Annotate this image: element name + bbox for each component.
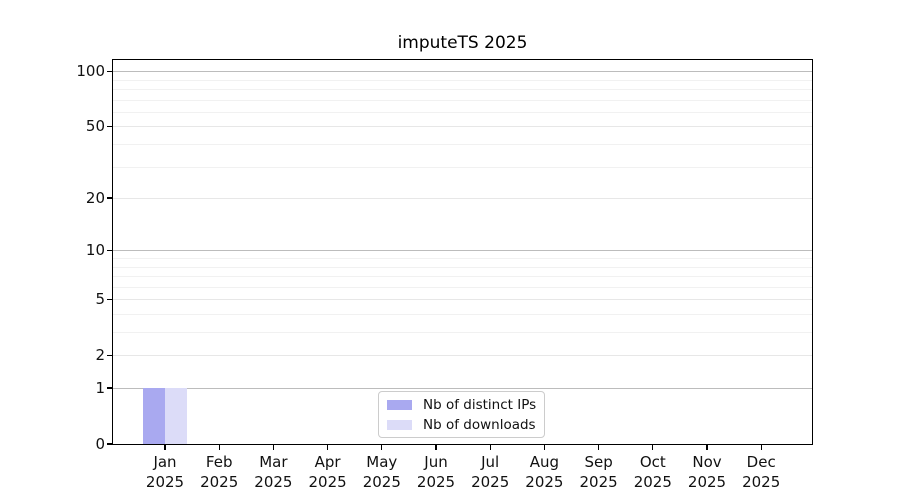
x-tick-label-jun: Jun 2025 xyxy=(404,452,468,492)
legend-item-downloads: Nb of downloads xyxy=(387,417,536,433)
x-tick-month: Aug xyxy=(529,453,560,471)
x-tick-label-jul: Jul 2025 xyxy=(458,452,522,492)
y-tick-label-1: 1 xyxy=(95,379,105,397)
x-tick-year: 2025 xyxy=(633,473,672,491)
gridline-1 xyxy=(113,388,812,389)
gridline-minor-3 xyxy=(113,332,812,333)
bar-downloads-jan xyxy=(165,388,187,444)
x-tick-jul xyxy=(489,444,491,450)
legend-swatch-downloads xyxy=(387,419,412,430)
x-tick-label-aug: Aug 2025 xyxy=(512,452,576,492)
x-tick-year: 2025 xyxy=(687,473,727,491)
y-tick-0 xyxy=(107,443,113,445)
x-tick-year: 2025 xyxy=(416,473,456,491)
x-tick-year: 2025 xyxy=(200,473,239,491)
x-tick-month: Jan xyxy=(153,453,177,471)
x-tick-month: Jun xyxy=(424,453,448,471)
x-tick-jan xyxy=(164,444,166,450)
y-tick-label-2: 2 xyxy=(95,346,105,365)
x-tick-label-may: May 2025 xyxy=(350,452,414,492)
x-tick-label-sep: Sep 2025 xyxy=(567,452,631,492)
gridline-minor-8 xyxy=(113,266,812,268)
y-tick-2 xyxy=(107,354,113,356)
legend-swatch-distinct-ips xyxy=(387,399,412,410)
x-tick-label-mar: Mar 2025 xyxy=(241,452,305,492)
gridline-minor-7 xyxy=(113,276,812,277)
y-tick-label-50: 50 xyxy=(85,117,105,136)
x-tick-month: May xyxy=(366,453,398,471)
x-tick-month: Oct xyxy=(639,453,666,471)
x-tick-year: 2025 xyxy=(362,473,401,491)
x-tick-label-jan: Jan 2025 xyxy=(133,452,197,492)
x-tick-label-feb: Feb 2025 xyxy=(187,452,251,492)
gridline-minor-4 xyxy=(113,314,812,315)
y-tick-5 xyxy=(107,298,113,300)
gridline-100 xyxy=(113,71,812,73)
x-tick-label-dec: Dec 2025 xyxy=(729,452,793,492)
y-tick-label-20: 20 xyxy=(85,189,105,208)
x-tick-year: 2025 xyxy=(254,473,293,491)
x-tick-oct xyxy=(652,444,654,450)
x-tick-label-nov: Nov 2025 xyxy=(675,452,739,492)
y-tick-10 xyxy=(107,249,113,251)
gridline-minor-6 xyxy=(113,286,812,288)
legend-label-downloads: Nb of downloads xyxy=(423,416,536,433)
gridline-minor-60 xyxy=(113,111,812,113)
gridline-minor-90 xyxy=(113,79,812,81)
x-tick-month: Jul xyxy=(481,453,500,471)
x-tick-year: 2025 xyxy=(525,473,564,491)
x-tick-feb xyxy=(218,444,220,450)
x-tick-label-oct: Oct 2025 xyxy=(621,452,685,492)
x-tick-nov xyxy=(706,444,708,450)
x-tick-month: Feb xyxy=(205,453,233,471)
x-tick-dec xyxy=(760,444,762,450)
x-tick-apr xyxy=(326,444,329,450)
x-tick-year: 2025 xyxy=(471,473,510,491)
bar-distinct-ips-jan xyxy=(143,388,165,444)
y-tick-label-10: 10 xyxy=(85,241,105,260)
x-tick-year: 2025 xyxy=(742,473,781,491)
gridline-minor-40 xyxy=(113,144,812,145)
y-tick-20 xyxy=(107,197,113,199)
y-tick-label-5: 5 xyxy=(95,290,105,309)
gridline-20 xyxy=(113,198,812,200)
x-tick-month: Apr xyxy=(314,453,341,471)
y-tick-label-0: 0 xyxy=(95,435,105,453)
gridline-minor-70 xyxy=(113,99,812,101)
x-tick-aug xyxy=(543,444,546,450)
x-tick-month: Nov xyxy=(692,453,722,471)
gridline-minor-9 xyxy=(113,258,812,259)
y-tick-label-100: 100 xyxy=(76,62,105,81)
x-tick-year: 2025 xyxy=(145,473,185,491)
gridline-10 xyxy=(113,250,812,252)
x-tick-jun xyxy=(435,444,437,450)
x-tick-label-apr: Apr 2025 xyxy=(296,452,360,492)
x-tick-month: Dec xyxy=(746,453,776,471)
x-tick-year: 2025 xyxy=(579,473,618,491)
x-tick-month: Mar xyxy=(259,453,288,471)
x-tick-may xyxy=(381,444,383,450)
gridline-minor-30 xyxy=(113,166,812,168)
x-tick-year: 2025 xyxy=(308,473,347,491)
legend-label-distinct-ips: Nb of distinct IPs xyxy=(423,396,537,413)
gridline-2 xyxy=(113,355,812,357)
gridline-minor-80 xyxy=(113,89,812,90)
gridline-5 xyxy=(113,299,812,301)
x-tick-sep xyxy=(597,444,600,450)
legend-item-distinct-ips: Nb of distinct IPs xyxy=(387,397,536,413)
y-tick-1 xyxy=(107,387,113,389)
chart-title: imputeTS 2025 xyxy=(397,33,528,53)
gridline-50 xyxy=(113,126,812,128)
y-tick-50 xyxy=(107,125,113,128)
legend: Nb of distinct IPs Nb of downloads xyxy=(378,391,545,438)
x-tick-mar xyxy=(272,444,275,450)
y-tick-100 xyxy=(107,70,113,72)
x-tick-month: Sep xyxy=(584,453,613,471)
